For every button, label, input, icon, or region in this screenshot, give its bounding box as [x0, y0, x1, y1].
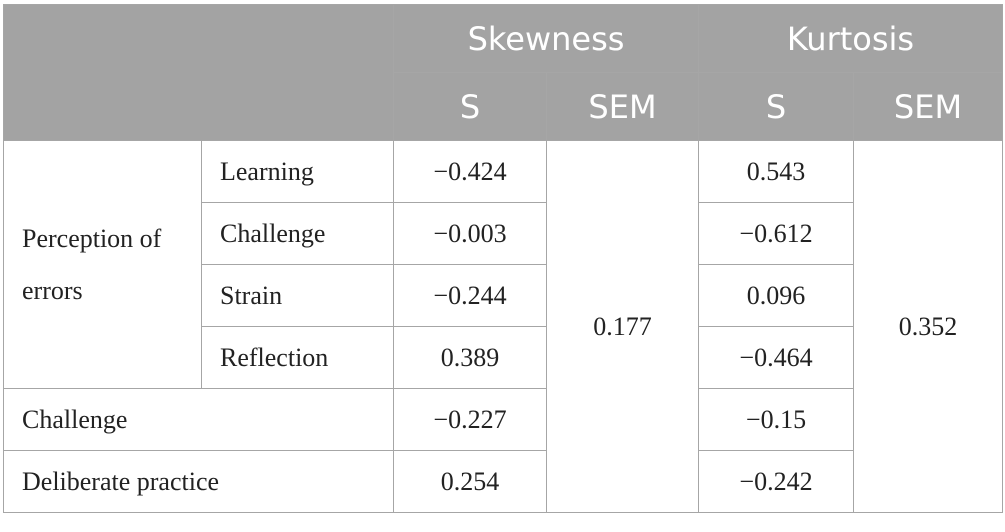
row-label-reflection: Reflection	[201, 326, 394, 389]
kurtosis-sem: 0.352	[853, 140, 1003, 513]
header-skewness-s: S	[393, 72, 547, 141]
row-label-strain: Strain	[201, 264, 394, 327]
table-row: Deliberate practice 0.254 −0.242	[3, 450, 1003, 513]
table-row: Perception of errors Learning −0.424 0.1…	[3, 140, 1003, 513]
table-row: Strain −0.244 0.096	[4, 264, 1003, 327]
kurtosis-s-challenge: −0.15	[698, 388, 854, 451]
skewness-s-challenge: −0.227	[393, 388, 547, 451]
kurtosis-s-learning: 0.543	[698, 140, 854, 203]
row-label-challenge: Challenge	[3, 388, 394, 451]
header-row-2: S SEM S SEM	[4, 72, 1003, 141]
kurtosis-s-strain: 0.096	[698, 264, 854, 327]
skewness-s-reflection: 0.389	[393, 326, 547, 389]
header-skewness: Skewness	[393, 4, 699, 73]
header-row-1: Skewness Kurtosis	[3, 4, 1003, 141]
kurtosis-s-deliberate-practice: −0.242	[698, 450, 854, 513]
table-row: Reflection 0.389 −0.464	[4, 326, 1003, 389]
header-kurtosis-sem: SEM	[853, 72, 1003, 141]
row-group-perception-of-errors: Perception of errors	[3, 140, 202, 389]
header-empty-cell	[3, 4, 394, 141]
header-kurtosis: Kurtosis	[698, 4, 1003, 73]
kurtosis-s-challenge-sub: −0.612	[698, 202, 854, 265]
table-row: Challenge −0.003 −0.612	[4, 202, 1003, 265]
table-row: Challenge −0.227 −0.15	[3, 388, 1003, 451]
group-label-line1: Perception of	[22, 223, 162, 253]
group-label-line2: errors	[22, 275, 83, 305]
skewness-s-learning: −0.424	[393, 140, 547, 203]
row-label-deliberate-practice: Deliberate practice	[3, 450, 394, 513]
kurtosis-s-reflection: −0.464	[698, 326, 854, 389]
header-kurtosis-s: S	[698, 72, 854, 141]
skewness-s-strain: −0.244	[393, 264, 547, 327]
header-skewness-sem: SEM	[546, 72, 699, 141]
skewness-s-challenge-sub: −0.003	[393, 202, 547, 265]
row-label-learning: Learning	[201, 140, 394, 203]
statistics-table: Skewness Kurtosis S SEM S SEM Perception…	[3, 4, 1003, 513]
row-label-challenge-sub: Challenge	[201, 202, 394, 265]
skewness-s-deliberate-practice: 0.254	[393, 450, 547, 513]
skewness-sem: 0.177	[546, 140, 699, 513]
